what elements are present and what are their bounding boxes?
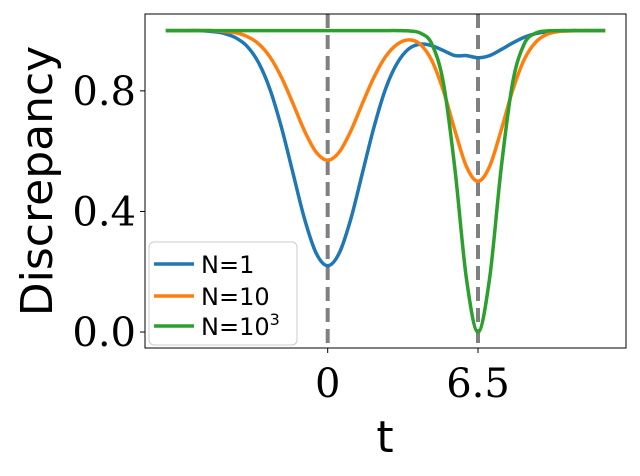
x-axis-label: t [376, 412, 393, 463]
series-line-2 [165, 28, 606, 334]
reference-lines [325, 14, 480, 348]
axis-ticks: 0.0 0.4 0.8 0 6.5 [72, 69, 509, 407]
series-line-0 [165, 28, 606, 268]
legend: N=1 N=10N=103 [148, 241, 298, 346]
series-line-1 [165, 28, 606, 184]
series-lines [165, 28, 606, 334]
legend-box [148, 241, 298, 346]
legend-label: N=1 [201, 251, 254, 279]
y-tick-label: 0.8 [72, 69, 136, 115]
x-tick-label: 0 [315, 361, 340, 407]
y-tick-label: 0.4 [72, 189, 136, 235]
y-axis-label: Discrepancy [12, 46, 63, 316]
x-tick-label: 6.5 [446, 361, 510, 407]
legend-label: N=103 [201, 310, 280, 341]
y-tick-label: 0.0 [72, 310, 136, 356]
plot-area [144, 13, 627, 349]
legend-label: N=10 [201, 283, 270, 311]
